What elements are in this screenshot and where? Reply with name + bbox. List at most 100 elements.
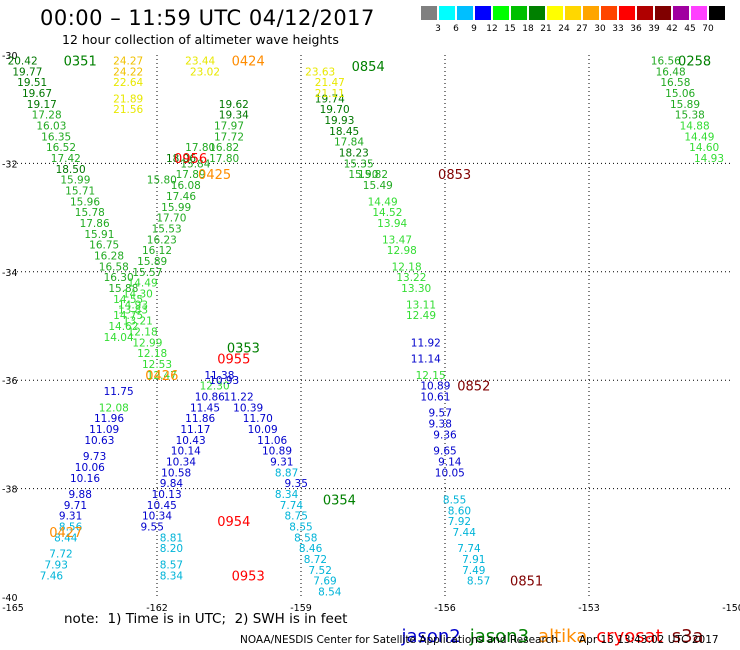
swh-value-label: 17.86 bbox=[80, 218, 110, 230]
swh-value-label: 13.30 bbox=[401, 283, 431, 295]
swh-value-label: 16.82 bbox=[209, 142, 239, 154]
colorbar-swatch bbox=[439, 6, 455, 20]
swh-value-label: 15.35 bbox=[344, 158, 374, 170]
colorbar-label: 12 bbox=[486, 24, 498, 34]
swh-value-label: 14.49 bbox=[684, 131, 714, 143]
swh-value-label: 9.71 bbox=[64, 500, 87, 512]
swh-value-label: 12.99 bbox=[132, 337, 162, 349]
colorbar-swatch bbox=[547, 6, 563, 20]
colorbar-swatch bbox=[565, 6, 581, 20]
swh-value-label: 16.28 bbox=[94, 251, 124, 263]
y-tick-label: -36 bbox=[2, 376, 18, 387]
x-tick-label: -165 bbox=[2, 603, 24, 614]
swh-value-label: 9.84 bbox=[160, 478, 184, 490]
colorbar-swatch bbox=[457, 6, 473, 20]
swh-value-label: 15.49 bbox=[363, 180, 393, 192]
swh-value-label: 21.47 bbox=[315, 77, 345, 89]
swh-value-label: 15.78 bbox=[75, 207, 105, 219]
swh-value-label: 13.94 bbox=[377, 218, 407, 230]
y-tick-label: -32 bbox=[2, 159, 18, 170]
swh-value-label: 17.70 bbox=[156, 213, 186, 225]
swh-value-label: 12.49 bbox=[406, 310, 436, 322]
colorbar-label: 18 bbox=[522, 24, 534, 34]
swh-value-label: 11.70 bbox=[243, 413, 273, 425]
swh-value-label: 15.89 bbox=[670, 99, 700, 111]
swh-value-label: 15.91 bbox=[84, 229, 114, 241]
colorbar-label: 33 bbox=[612, 24, 624, 34]
swh-value-label: 8.54 bbox=[318, 587, 342, 599]
swh-value-label: 19.17 bbox=[27, 99, 57, 111]
y-tick-label: -38 bbox=[2, 485, 18, 496]
swh-value-label: 10.39 bbox=[233, 402, 263, 414]
swh-value-label: 10.93 bbox=[209, 375, 239, 387]
swh-value-label: 23.44 bbox=[185, 55, 215, 67]
satellite-legend: jason2 jason3 altika cryosat s3a bbox=[390, 605, 713, 647]
swh-value-label: 14.04 bbox=[104, 332, 134, 344]
swh-value-label: 12.08 bbox=[99, 402, 129, 414]
swh-value-label: 14.49 bbox=[368, 196, 398, 208]
swh-value-label: 20.42 bbox=[8, 55, 38, 67]
swh-value-label: 10.61 bbox=[420, 391, 450, 403]
colorbar-swatch bbox=[637, 6, 653, 20]
swh-value-label: 7.49 bbox=[462, 565, 485, 577]
swh-value-label: 15.57 bbox=[132, 267, 162, 279]
swh-value-label: 8.57 bbox=[160, 559, 183, 571]
swh-value-label: 21.11 bbox=[315, 88, 345, 100]
swh-value-label: 10.06 bbox=[75, 462, 105, 474]
swh-value-label: 11.38 bbox=[204, 370, 234, 382]
x-tick-label: -156 bbox=[434, 603, 456, 614]
swh-value-label: 10.58 bbox=[161, 467, 191, 479]
swh-value-label: 8.20 bbox=[160, 543, 183, 555]
swh-value-label: 15.88 bbox=[108, 283, 138, 295]
swh-value-label: 15.99 bbox=[60, 175, 90, 187]
pass-time-label: 0854 bbox=[352, 60, 385, 75]
footer-credit: NOAA/NESDIS Center for Satellite Applica… bbox=[240, 634, 558, 646]
colorbar-swatch bbox=[619, 6, 635, 20]
swh-value-label: 12.98 bbox=[387, 245, 417, 257]
swh-value-label: 16.35 bbox=[41, 131, 71, 143]
swh-value-label: 10.34 bbox=[142, 511, 172, 523]
swh-value-label: 10.45 bbox=[147, 500, 177, 512]
swh-value-label: 15.06 bbox=[665, 88, 695, 100]
swh-value-label: 9.35 bbox=[285, 478, 308, 490]
swh-value-label: 13.11 bbox=[406, 299, 436, 311]
pass-time-label: 0424 bbox=[232, 54, 265, 69]
colorbar-label: 15 bbox=[504, 24, 516, 34]
swh-value-label: 15.99 bbox=[161, 202, 191, 214]
swh-value-label: 12.47 bbox=[147, 370, 177, 382]
swh-value-label: 10.16 bbox=[70, 473, 100, 485]
pass-labels: 0351 0353 0354 0854 0258 0424 0425 0426 0427 0853… bbox=[49, 54, 711, 589]
colorbar-label: 39 bbox=[648, 24, 660, 34]
swh-value-label: 17.80 bbox=[185, 142, 215, 154]
swh-value-label: 14.62 bbox=[108, 321, 138, 333]
swh-value-label: 21.89 bbox=[113, 93, 143, 105]
pass-time-label: 0425 bbox=[198, 168, 231, 183]
swh-value-label: 18.06 bbox=[166, 153, 196, 165]
swh-value-label: 7.46 bbox=[40, 570, 64, 582]
x-tick-label: -162 bbox=[146, 603, 168, 614]
swh-value-label: 15.84 bbox=[180, 158, 210, 170]
swh-value-label: 13.47 bbox=[382, 234, 412, 246]
swh-value-label: 19.93 bbox=[324, 115, 354, 127]
colorbar-label: 70 bbox=[702, 24, 714, 34]
swh-value-label: 24.27 bbox=[113, 55, 143, 67]
swh-value-label: 8.56 bbox=[59, 522, 83, 534]
swh-value-label: 19.67 bbox=[22, 88, 52, 100]
colorbar-swatch bbox=[529, 6, 545, 20]
swh-value-label: 11.92 bbox=[411, 337, 441, 349]
swh-value-label: 11.06 bbox=[257, 435, 287, 447]
swh-value-label: 11.45 bbox=[190, 402, 220, 414]
pass-time-label: 0258 bbox=[678, 54, 711, 69]
swh-value-label: 12.18 bbox=[137, 348, 167, 360]
x-tick-label: -153 bbox=[578, 603, 600, 614]
swh-value-label: 17.80 bbox=[209, 153, 239, 165]
legend-jason2: jason2 bbox=[401, 626, 461, 647]
swh-value-label: 8.55 bbox=[443, 494, 466, 506]
swh-value-label: 8.34 bbox=[275, 489, 299, 501]
swh-value-label: 16.56 bbox=[651, 55, 681, 67]
swh-value-label: 14.55 bbox=[113, 294, 143, 306]
swh-value-label: 17.28 bbox=[32, 110, 62, 122]
y-tick-label: -30 bbox=[2, 51, 18, 62]
swh-value-label: 16.58 bbox=[660, 77, 690, 89]
page-title: 00:00 – 11:59 UTC 04/12/2017 bbox=[40, 6, 375, 30]
